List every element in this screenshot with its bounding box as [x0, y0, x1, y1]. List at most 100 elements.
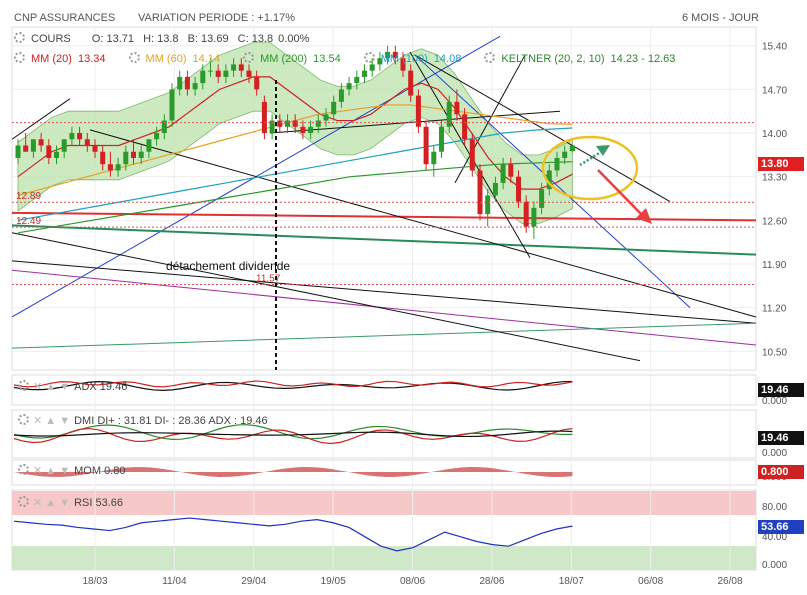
gear-icon[interactable]: [18, 380, 29, 391]
candle-body: [331, 101, 337, 115]
candle-body: [523, 201, 529, 227]
candle-body: [492, 182, 498, 196]
gear-icon[interactable]: [18, 496, 29, 507]
cours-legend: COURS O: 13.71 H: 13.8 B: 13.69 C: 13.8 …: [14, 32, 315, 45]
dmi-plus-line: [13, 424, 573, 440]
ma-legend: MM (20) 13.34 MM (60) 14.14 MM (200) 13.54 …: [14, 52, 681, 65]
gear-icon[interactable]: [363, 52, 375, 63]
adx-panel: [11, 374, 757, 406]
candle-body: [54, 151, 59, 158]
dmi-panel: [11, 409, 757, 459]
black-down-line: [89, 129, 757, 318]
gear-icon[interactable]: [14, 52, 25, 63]
candle-body: [400, 58, 406, 71]
mom-label: MOM: [74, 465, 101, 477]
level-label: 11.57: [256, 274, 281, 285]
black-channel-line: [11, 260, 757, 324]
candle-body: [261, 101, 267, 134]
candle-body: [539, 189, 545, 208]
candle-body: [192, 83, 198, 90]
dmi-label: DMI: [74, 415, 95, 427]
mm100-label: MM (100): [380, 53, 428, 65]
candle-body: [392, 51, 398, 59]
candle-body: [61, 139, 67, 152]
bullish-arrowhead: [596, 145, 610, 156]
black-trend-line: [11, 232, 641, 362]
black-rebound-line: [454, 54, 526, 184]
mm20-line: [17, 76, 573, 190]
gear-icon[interactable]: [14, 32, 25, 43]
green-lower-line: [11, 322, 757, 349]
candle-body: [46, 145, 52, 158]
candle-body: [431, 151, 437, 165]
price-tick-label: 11.90: [762, 260, 787, 271]
candle-body: [446, 101, 452, 127]
panel-controls-icon[interactable]: ✕ ▲ ▼: [33, 381, 71, 393]
keltner-value: 14.23 - 12.63: [610, 53, 676, 65]
date-tick-label: 29/04: [241, 576, 266, 587]
red-support-line: [11, 211, 757, 222]
candle-body: [285, 120, 290, 127]
candle-body: [138, 151, 144, 158]
candle-body: [77, 133, 83, 140]
price-tick-label: 14.00: [762, 129, 787, 140]
period-selector[interactable]: 6 MOIS - JOUR: [681, 12, 759, 24]
candle-body: [338, 89, 344, 102]
indicator-lines: [13, 380, 573, 552]
dmi-adx-line: [13, 430, 573, 438]
candle-body: [369, 64, 375, 71]
bearish-arrow: [597, 169, 646, 219]
candle-body: [415, 95, 421, 127]
candle-body: [84, 139, 90, 146]
gear-icon[interactable]: [243, 52, 255, 63]
candle-body: [508, 164, 514, 177]
candle-body: [169, 89, 175, 121]
candle-body: [23, 145, 29, 152]
candle-body: [308, 126, 314, 134]
date-tick-label: 18/07: [559, 576, 584, 587]
gear-icon[interactable]: [128, 52, 140, 63]
date-tick-label: 28/06: [479, 576, 504, 587]
mom-legend: ✕ ▲ ▼ MOM 0.80: [18, 464, 125, 477]
bullish-arrow: [579, 148, 605, 167]
candle-body: [408, 70, 414, 96]
candles: [15, 45, 575, 240]
gear-icon[interactable]: [484, 52, 496, 63]
keltner-label: KELTNER (20, 2, 10): [501, 53, 605, 65]
panel-controls-icon[interactable]: ✕ ▲ ▼: [33, 465, 71, 477]
candle-body: [477, 170, 483, 215]
gear-icon[interactable]: [18, 414, 29, 425]
date-tick-label: 06/08: [638, 576, 663, 587]
candle-body: [569, 145, 575, 152]
adx-di-line: [13, 380, 573, 388]
candle-body: [254, 76, 260, 90]
mm20-label: MM (20): [31, 53, 72, 65]
gear-icon[interactable]: [18, 464, 29, 475]
candle-body: [231, 64, 237, 71]
candle-body: [92, 145, 98, 152]
candle-body: [238, 64, 244, 71]
date-tick-label: 18/03: [82, 576, 107, 587]
green-support-line: [11, 224, 757, 256]
candle-body: [269, 120, 275, 134]
candle-body: [546, 170, 552, 190]
date-tick-label: 26/08: [717, 576, 742, 587]
mm200-value: 13.54: [313, 53, 341, 65]
candle-body: [200, 70, 206, 84]
bearish-arrowhead: [636, 208, 652, 224]
price-tick-label: 12.60: [762, 216, 787, 227]
panel-controls-icon[interactable]: ✕ ▲ ▼: [33, 415, 71, 427]
variation-label: VARIATION PERIODE : +1.17%: [138, 12, 296, 24]
panel-controls-icon[interactable]: ✕ ▲ ▼: [33, 497, 71, 509]
candle-body: [462, 114, 468, 140]
level-label: 12.89: [16, 191, 41, 202]
mm60-value: 14.14: [192, 53, 221, 65]
candle-body: [100, 151, 106, 165]
candle-body: [323, 114, 329, 121]
candle-body: [131, 151, 136, 158]
adx-value: 19.46: [99, 381, 128, 393]
candle-body: [184, 76, 190, 90]
mm20-value: 13.34: [77, 53, 106, 65]
rsi-label: RSI: [74, 497, 93, 509]
